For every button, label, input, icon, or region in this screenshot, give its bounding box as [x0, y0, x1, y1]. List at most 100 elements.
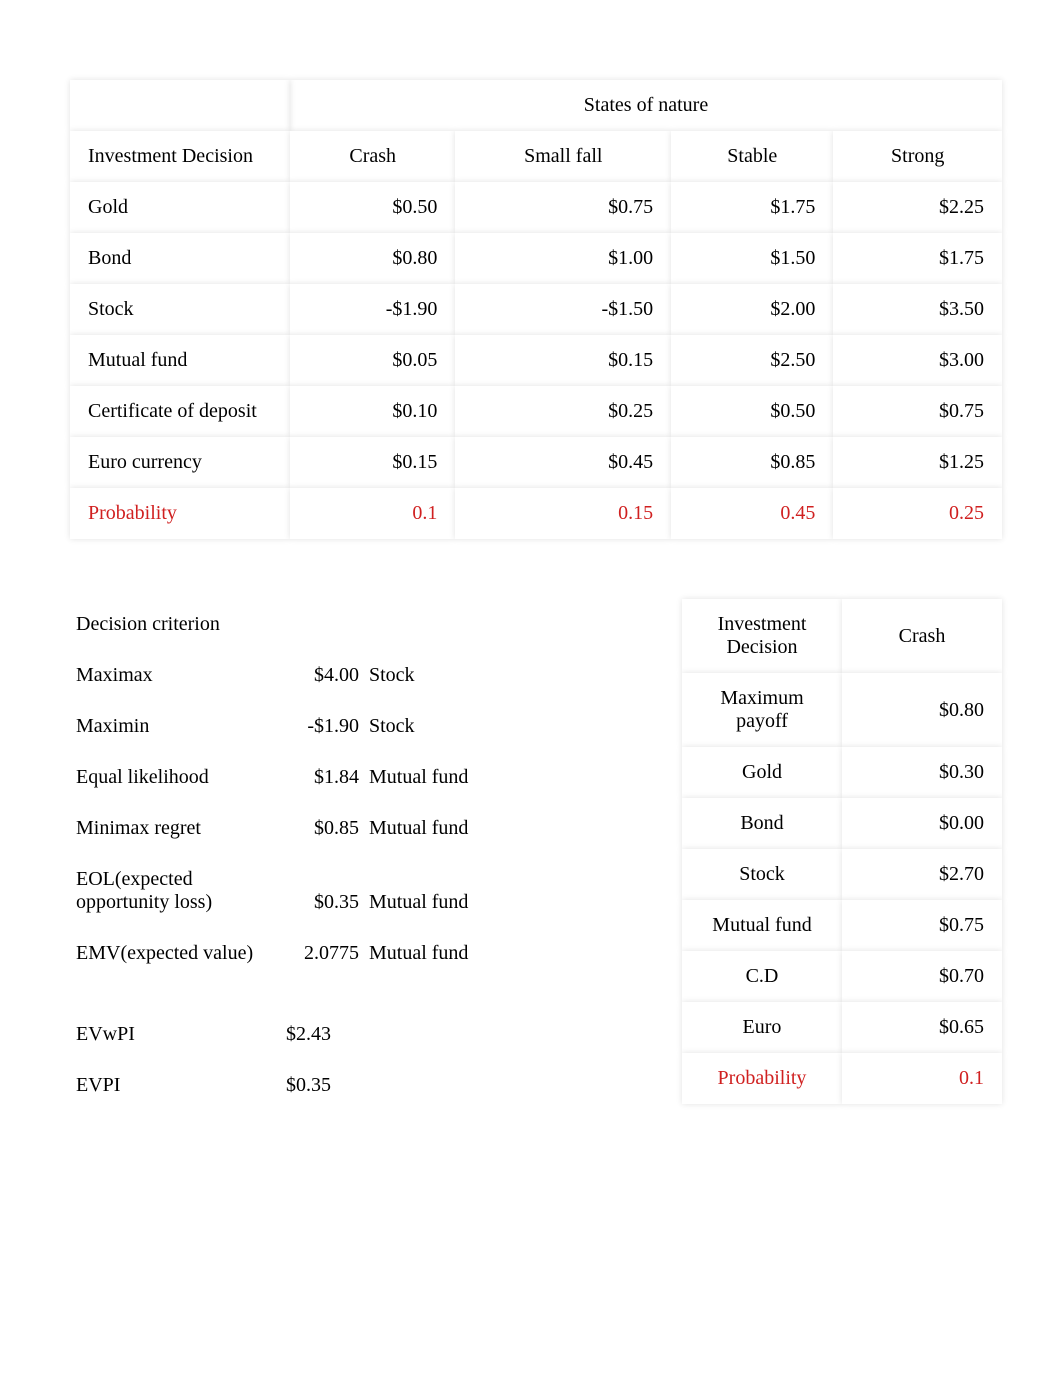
criterion-choice: Stock — [365, 701, 490, 752]
evpi-label: EVPI — [70, 1060, 280, 1111]
table-row: Euro $0.65 — [682, 1002, 1002, 1053]
regret-col2-header: Crash — [842, 599, 1002, 673]
decision-criterion-header: Decision criterion — [70, 599, 280, 650]
table-row: Gold $0.50 $0.75 $1.75 $2.25 — [70, 182, 1002, 233]
cell-value: $3.00 — [833, 335, 1002, 386]
state-header-crash: Crash — [290, 131, 455, 182]
table-row: Stock -$1.90 -$1.50 $2.00 $3.50 — [70, 284, 1002, 335]
criterion-choice: Stock — [365, 650, 490, 701]
regret-row-label: Bond — [682, 798, 842, 849]
probability-row: Probability 0.1 0.15 0.45 0.25 — [70, 488, 1002, 539]
regret-row-value: $0.75 — [842, 900, 1002, 951]
criterion-label: EOL(expected opportunity loss) — [70, 854, 280, 928]
criterion-value: -$1.90 — [280, 701, 365, 752]
cell-value: $2.25 — [833, 182, 1002, 233]
state-header-small-fall: Small fall — [455, 131, 671, 182]
criterion-value: $0.35 — [280, 854, 365, 928]
criterion-value: 2.0775 — [280, 928, 365, 979]
table-row: Mutual fund $0.75 — [682, 900, 1002, 951]
cell-value: $0.10 — [290, 386, 455, 437]
cell-value: $0.75 — [455, 182, 671, 233]
regret-row-label: Gold — [682, 747, 842, 798]
cell-value: $1.75 — [671, 182, 833, 233]
probability-value: 0.25 — [833, 488, 1002, 539]
cell-value: $0.85 — [671, 437, 833, 488]
criterion-label: Maximax — [70, 650, 280, 701]
table-row: EMV(expected value) 2.0775 Mutual fund — [70, 928, 490, 979]
regret-row-value: $0.80 — [842, 673, 1002, 747]
payoff-table: States of nature Investment Decision Cra… — [70, 80, 1002, 539]
table-row: Maximum payoff $0.80 — [682, 673, 1002, 747]
probability-value: 0.15 — [455, 488, 671, 539]
cell-value: $2.50 — [671, 335, 833, 386]
cell-value: $0.50 — [290, 182, 455, 233]
criterion-label: Equal likelihood — [70, 752, 280, 803]
regret-row-value: $0.65 — [842, 1002, 1002, 1053]
row-label: Gold — [70, 182, 290, 233]
criterion-choice: Mutual fund — [365, 928, 490, 979]
cell-value: $0.15 — [290, 437, 455, 488]
investment-decision-header: Investment Decision — [70, 131, 290, 182]
criterion-value: $0.85 — [280, 803, 365, 854]
row-label: Stock — [70, 284, 290, 335]
row-label: Mutual fund — [70, 335, 290, 386]
probability-value: 0.45 — [671, 488, 833, 539]
regret-row-label: C.D — [682, 951, 842, 1002]
row-label: Bond — [70, 233, 290, 284]
table-row: Mutual fund $0.05 $0.15 $2.50 $3.00 — [70, 335, 1002, 386]
evwpi-label: EVwPI — [70, 1009, 280, 1060]
criterion-choice: Mutual fund — [365, 854, 490, 928]
cell-value: $0.25 — [455, 386, 671, 437]
table-row: Euro currency $0.15 $0.45 $0.85 $1.25 — [70, 437, 1002, 488]
table-row: Minimax regret $0.85 Mutual fund — [70, 803, 490, 854]
table-row: C.D $0.70 — [682, 951, 1002, 1002]
regret-row-value: $0.70 — [842, 951, 1002, 1002]
cell-value: $0.80 — [290, 233, 455, 284]
table-row: Maximax $4.00 Stock — [70, 650, 490, 701]
cell-value: $2.00 — [671, 284, 833, 335]
regret-row-label: Euro — [682, 1002, 842, 1053]
criterion-choice: Mutual fund — [365, 752, 490, 803]
cell-value: $0.50 — [671, 386, 833, 437]
evwpi-value: $2.43 — [280, 1009, 365, 1060]
criterion-choice: Mutual fund — [365, 803, 490, 854]
regret-row-value: $0.00 — [842, 798, 1002, 849]
table-row: Bond $0.00 — [682, 798, 1002, 849]
criterion-label: Minimax regret — [70, 803, 280, 854]
table-row: Equal likelihood $1.84 Mutual fund — [70, 752, 490, 803]
state-header-strong: Strong — [833, 131, 1002, 182]
state-header-stable: Stable — [671, 131, 833, 182]
row-label: Certificate of deposit — [70, 386, 290, 437]
cell-value: $1.75 — [833, 233, 1002, 284]
regret-col1-header: Investment Decision — [682, 599, 842, 673]
regret-probability-row: Probability 0.1 — [682, 1053, 1002, 1104]
criterion-value: $1.84 — [280, 752, 365, 803]
regret-row-value: $2.70 — [842, 849, 1002, 900]
regret-probability-label: Probability — [682, 1053, 842, 1104]
table-row: Gold $0.30 — [682, 747, 1002, 798]
regret-row-label: Mutual fund — [682, 900, 842, 951]
probability-value: 0.1 — [290, 488, 455, 539]
table-row: EVPI $0.35 — [70, 1060, 490, 1111]
row-label: Euro currency — [70, 437, 290, 488]
cell-value: $0.05 — [290, 335, 455, 386]
criterion-value: $4.00 — [280, 650, 365, 701]
regret-row-value: $0.30 — [842, 747, 1002, 798]
cell-value: $0.15 — [455, 335, 671, 386]
table-row: Certificate of deposit $0.10 $0.25 $0.50… — [70, 386, 1002, 437]
probability-label: Probability — [70, 488, 290, 539]
cell-value: $1.25 — [833, 437, 1002, 488]
criterion-label: EMV(expected value) — [70, 928, 280, 979]
cell-value: -$1.50 — [455, 284, 671, 335]
evpi-value: $0.35 — [280, 1060, 365, 1111]
cell-value: $0.45 — [455, 437, 671, 488]
regret-row-label: Maximum payoff — [682, 673, 842, 747]
cell-value: $1.00 — [455, 233, 671, 284]
cell-value: $1.50 — [671, 233, 833, 284]
cell-value: $0.75 — [833, 386, 1002, 437]
regret-row-label: Stock — [682, 849, 842, 900]
table-row: Maximin -$1.90 Stock — [70, 701, 490, 752]
regret-table: Investment Decision Crash Maximum payoff… — [682, 599, 1002, 1104]
cell-value: -$1.90 — [290, 284, 455, 335]
table-row: EOL(expected opportunity loss) $0.35 Mut… — [70, 854, 490, 928]
